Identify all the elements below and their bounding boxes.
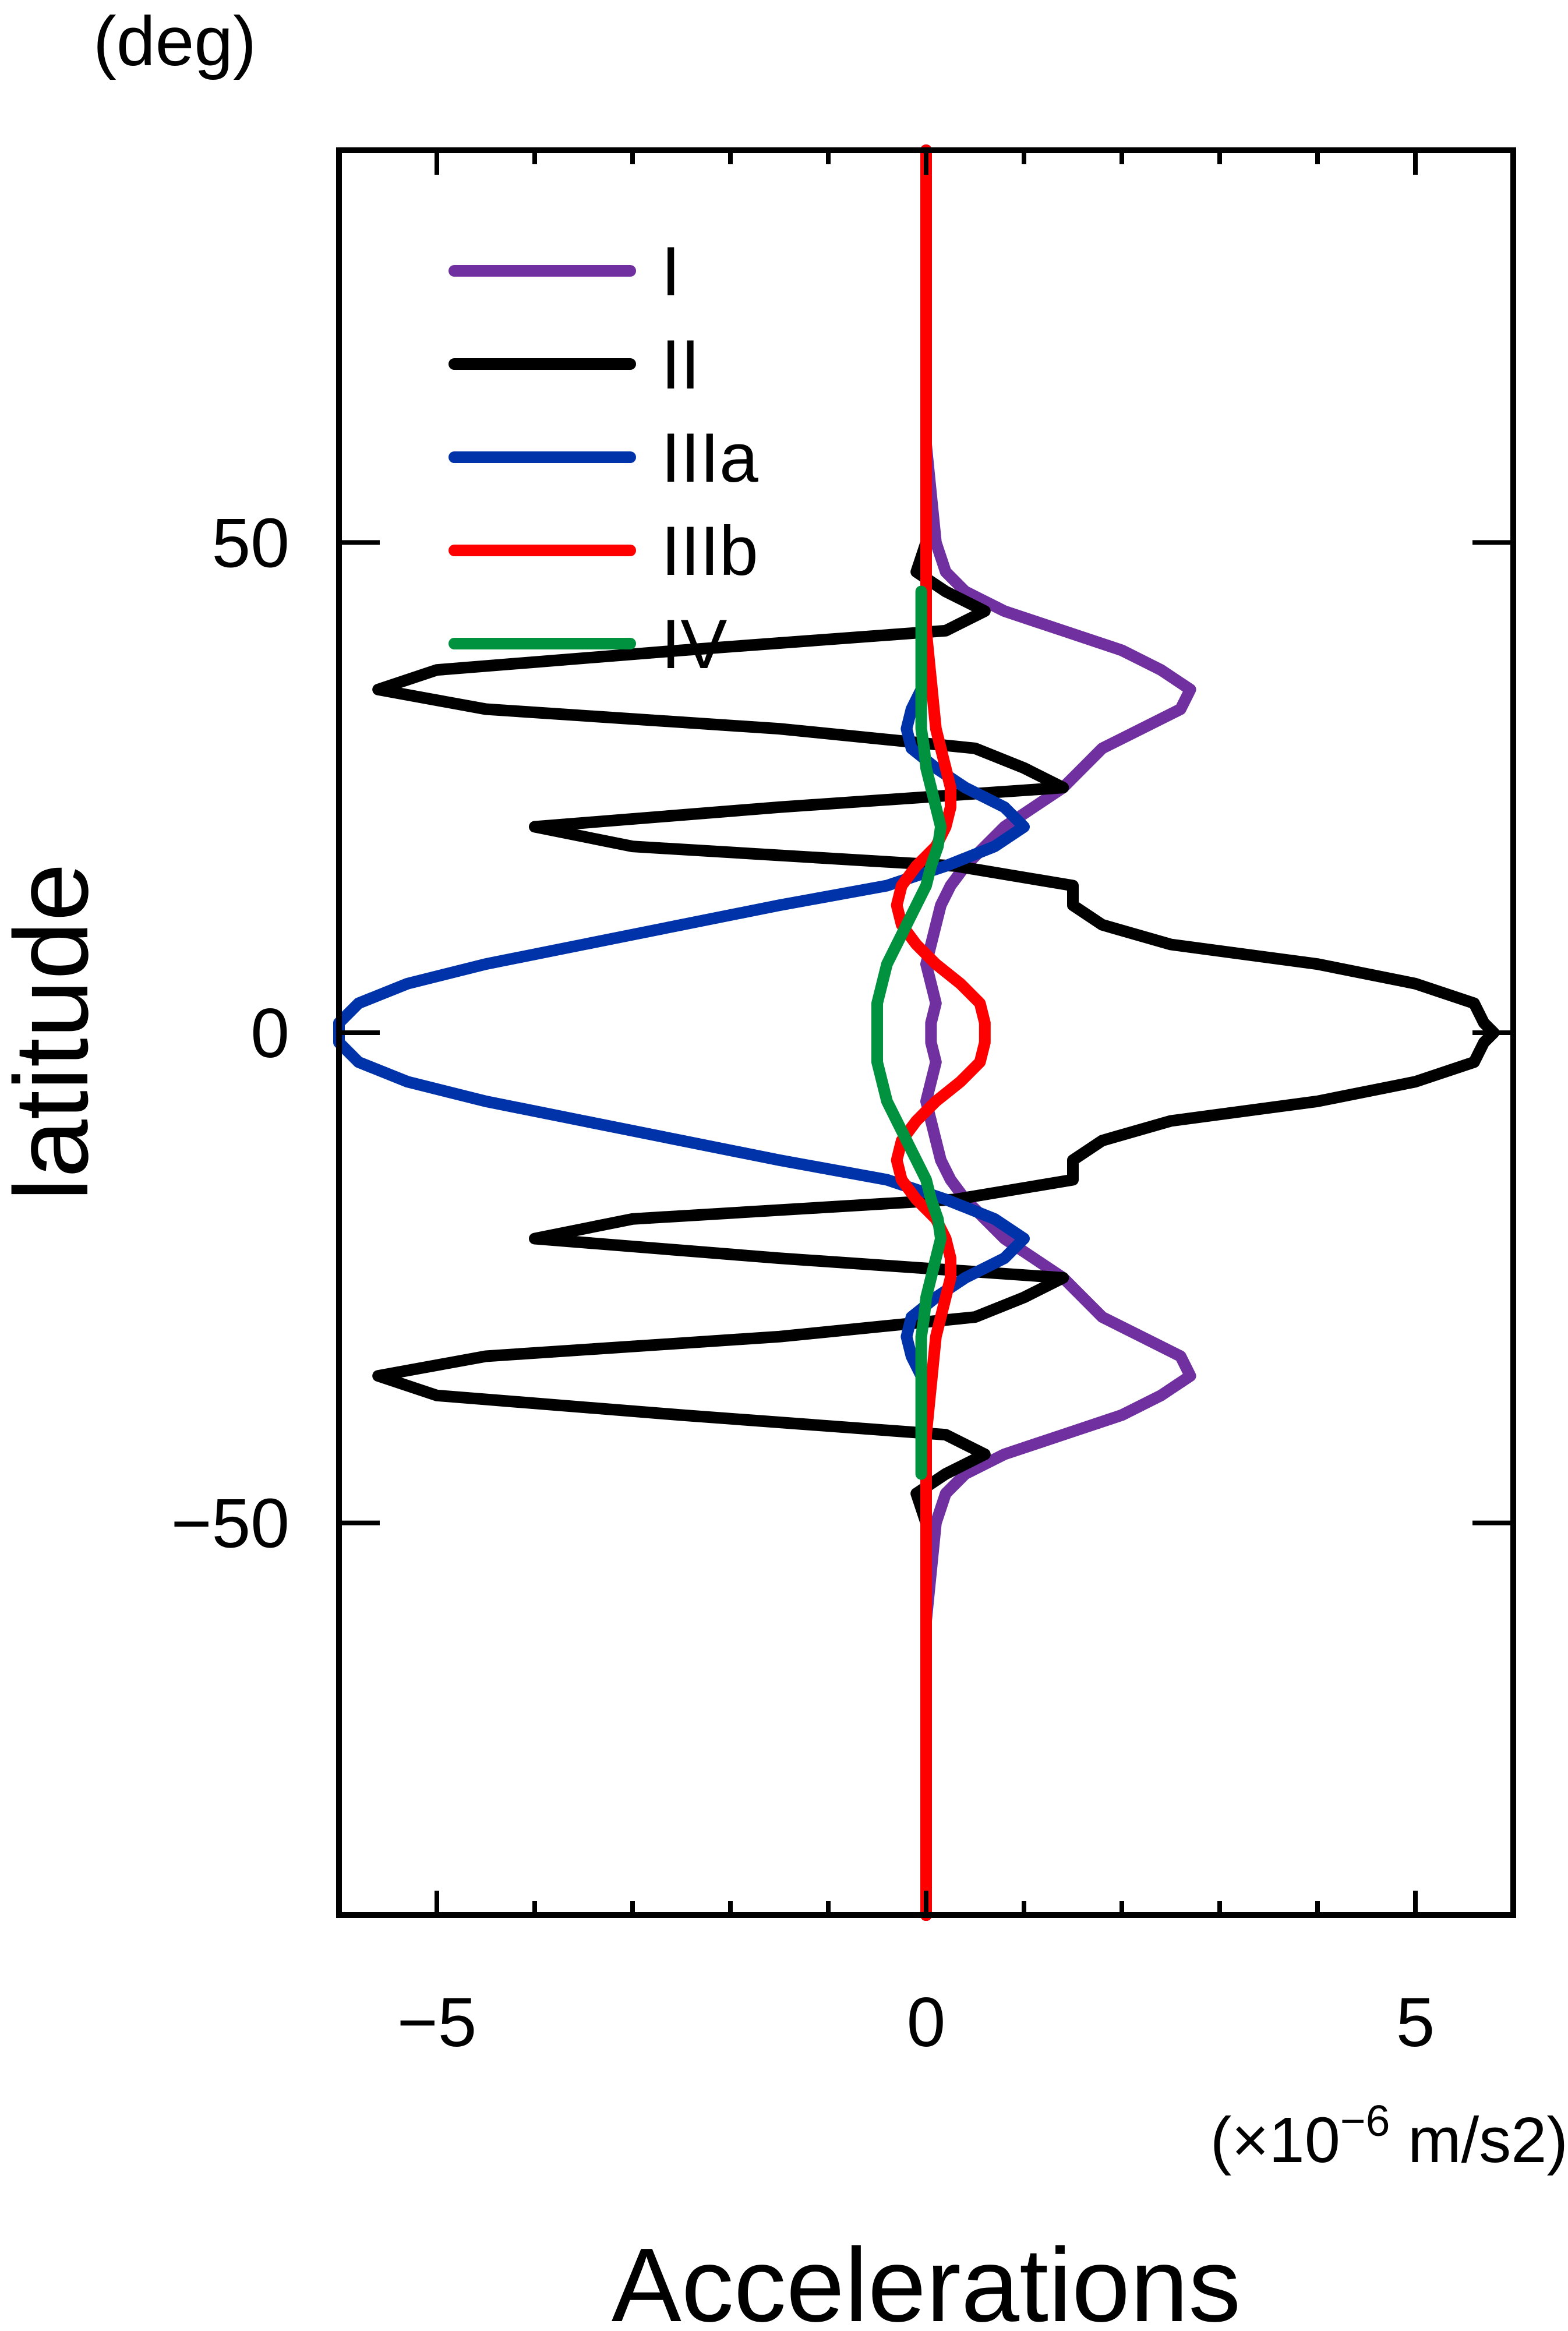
plot-area bbox=[333, 144, 1500, 1921]
series-line-iv bbox=[871, 585, 947, 1480]
x-tick-label: 5 bbox=[1396, 1983, 1435, 2061]
x-unit-exponent: −6 bbox=[1340, 2096, 1390, 2145]
y-tick-label: −50 bbox=[171, 1485, 289, 1563]
legend-label-ii: II bbox=[661, 326, 700, 404]
x-tick-label: 0 bbox=[907, 1983, 946, 2061]
legend-label-i: I bbox=[661, 232, 680, 310]
legend-label-iiib: IIIb bbox=[661, 512, 758, 590]
y-axis-label: latitude bbox=[0, 863, 110, 1201]
y-tick-label: 50 bbox=[212, 504, 289, 582]
x-unit-suffix: m/s2) bbox=[1390, 2104, 1568, 2176]
legend-label-iv: IV bbox=[661, 605, 727, 683]
x-unit-label: (×10−6 m/s2) bbox=[1210, 2096, 1568, 2176]
y-unit-label: (deg) bbox=[93, 2, 256, 80]
series-line-iiib bbox=[891, 144, 991, 1921]
x-axis-label: Accelerations bbox=[612, 2227, 1241, 2331]
y-tick-label: 0 bbox=[250, 994, 289, 1072]
series-line-i bbox=[920, 144, 1196, 1921]
legend-label-iiia: IIIa bbox=[661, 419, 758, 497]
x-tick-label: −5 bbox=[397, 1983, 477, 2061]
x-unit-prefix: (×10 bbox=[1210, 2104, 1340, 2176]
